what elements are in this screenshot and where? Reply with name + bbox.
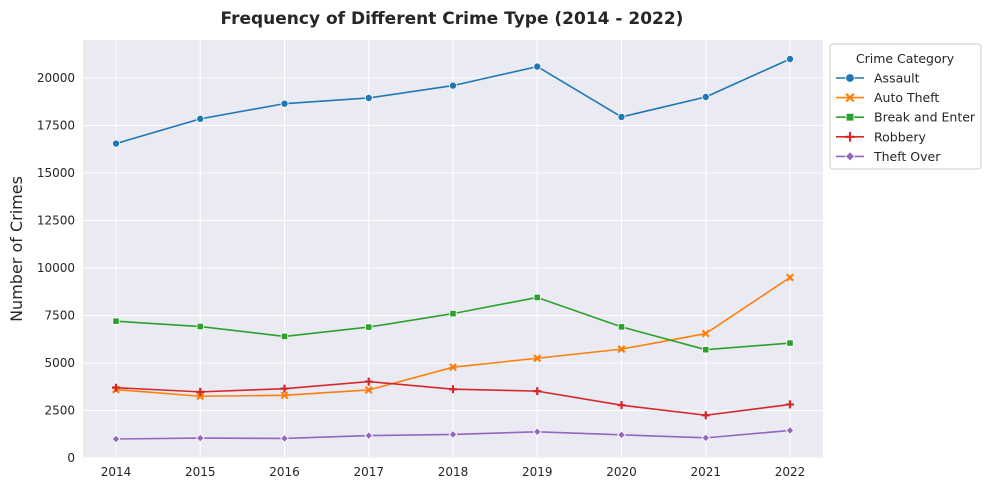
- data-point-0: [364, 93, 373, 102]
- data-point-2: [280, 332, 289, 341]
- data-point-1: [617, 345, 626, 354]
- data-point-4: [280, 434, 289, 443]
- data-point-4: [364, 431, 374, 440]
- x-tick-label: 2021: [690, 465, 721, 479]
- y-tick-label: 10000: [37, 261, 75, 275]
- series-markers: [111, 55, 795, 444]
- x-tick-label: 2022: [775, 465, 806, 479]
- x-tick-label: 2014: [101, 465, 132, 479]
- data-point-1: [701, 329, 710, 338]
- data-point-0: [448, 81, 457, 90]
- x-tick-label: 2015: [185, 465, 216, 479]
- legend-marker: [845, 112, 855, 122]
- data-point-2: [786, 339, 794, 347]
- y-tick-label: 5000: [44, 356, 75, 370]
- data-point-1: [449, 363, 457, 372]
- data-point-1: [364, 386, 373, 394]
- data-point-0: [617, 112, 626, 121]
- data-point-2: [112, 317, 120, 325]
- data-point-3: [533, 387, 542, 396]
- chart-title: Frequency of Different Crime Type (2014 …: [221, 9, 684, 29]
- x-tick-label: 2020: [606, 465, 637, 479]
- data-point-3: [449, 385, 457, 394]
- legend-label: Theft Over: [873, 149, 941, 164]
- data-point-4: [532, 427, 542, 437]
- data-point-2: [365, 323, 373, 331]
- y-tick-label: 17500: [37, 119, 75, 133]
- y-axis: 0 2500 5000 7500 10000 12500 15000 17500 20000: [37, 71, 75, 465]
- y-tick-label: 12500: [37, 214, 75, 228]
- x-tick-label: 2019: [522, 465, 553, 479]
- data-point-4: [701, 433, 711, 443]
- data-point-3: [112, 383, 120, 392]
- data-point-0: [701, 93, 710, 102]
- legend-box: [829, 43, 982, 170]
- data-point-3: [196, 387, 205, 396]
- data-point-4: [617, 430, 626, 440]
- data-point-2: [449, 309, 457, 318]
- y-tick-label: 20000: [37, 71, 75, 85]
- data-point-0: [786, 55, 795, 64]
- data-point-3: [364, 377, 373, 386]
- data-point-2: [617, 323, 626, 331]
- legend-label: Auto Theft: [874, 90, 939, 105]
- legend-items: Assault Auto Theft Break and Enter Robbery T…: [836, 71, 976, 164]
- legend-label: Robbery: [874, 129, 926, 144]
- data-point-3: [701, 411, 710, 420]
- data-point-3: [617, 401, 626, 410]
- legend-title: Crime Category: [856, 51, 955, 66]
- data-point-0: [112, 139, 121, 148]
- y-tick-label: 0: [67, 451, 75, 465]
- data-point-1: [280, 391, 289, 400]
- y-tick-label: 2500: [44, 404, 75, 418]
- data-point-0: [280, 99, 289, 108]
- data-point-4: [448, 430, 458, 439]
- x-tick-label: 2016: [269, 465, 300, 479]
- data-point-2: [196, 322, 204, 331]
- data-point-1: [533, 354, 542, 363]
- data-point-2: [533, 293, 541, 302]
- data-point-3: [786, 400, 794, 409]
- legend-marker: [845, 73, 855, 83]
- data-point-4: [111, 434, 121, 444]
- data-point-1: [196, 392, 205, 401]
- data-point-0: [533, 62, 542, 71]
- data-point-4: [785, 426, 795, 435]
- x-axis: 2014 2015 2016 2017 2018 2019 2020 2021 2022: [101, 465, 806, 479]
- y-tick-label: 15000: [37, 166, 75, 180]
- y-axis-label: Number of Crimes: [7, 176, 26, 322]
- data-point-3: [280, 384, 289, 393]
- data-point-0: [196, 114, 205, 123]
- legend-marker: [845, 92, 855, 103]
- y-tick-label: 7500: [44, 309, 75, 323]
- data-point-4: [195, 433, 205, 443]
- legend-marker: [844, 151, 856, 162]
- data-point-2: [702, 346, 710, 354]
- x-tick-label: 2018: [438, 465, 469, 479]
- data-point-1: [786, 273, 794, 282]
- legend: Crime Category Assault Auto Theft Break an…: [829, 43, 982, 170]
- legend-marker: [845, 132, 855, 142]
- legend-label: Assault: [874, 71, 920, 86]
- x-tick-label: 2017: [353, 465, 384, 479]
- legend-label: Break and Enter: [874, 110, 976, 125]
